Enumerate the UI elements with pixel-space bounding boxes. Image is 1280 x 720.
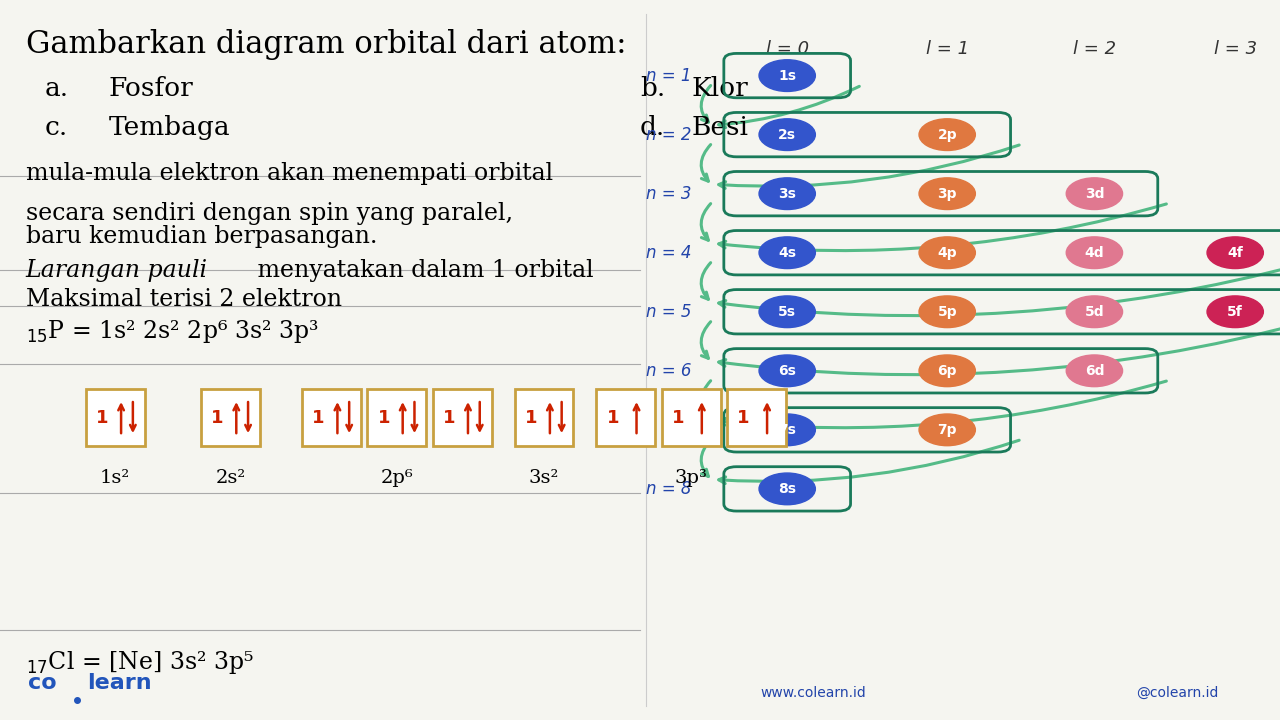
- FancyBboxPatch shape: [86, 389, 145, 446]
- Circle shape: [1207, 237, 1263, 269]
- Circle shape: [919, 355, 975, 387]
- FancyBboxPatch shape: [433, 389, 492, 446]
- Text: 5d: 5d: [1084, 305, 1105, 319]
- Text: 4s: 4s: [778, 246, 796, 260]
- Text: c.: c.: [45, 115, 68, 140]
- Circle shape: [759, 178, 815, 210]
- Text: Gambarkan diagram orbital dari atom:: Gambarkan diagram orbital dari atom:: [26, 29, 626, 60]
- Circle shape: [759, 60, 815, 91]
- Circle shape: [759, 473, 815, 505]
- Text: l = 3: l = 3: [1213, 40, 1257, 58]
- Text: l = 0: l = 0: [765, 40, 809, 58]
- Text: baru kemudian berpasangan.: baru kemudian berpasangan.: [26, 225, 378, 248]
- Circle shape: [1066, 355, 1123, 387]
- Text: n = 1: n = 1: [645, 67, 691, 85]
- Circle shape: [919, 119, 975, 150]
- Text: 1: 1: [607, 409, 620, 426]
- Text: 6p: 6p: [937, 364, 957, 378]
- Text: n = 6: n = 6: [645, 361, 691, 380]
- Text: l = 1: l = 1: [925, 40, 969, 58]
- Text: menyatakan dalam 1 orbital: menyatakan dalam 1 orbital: [250, 259, 593, 282]
- Text: 3p³: 3p³: [675, 469, 708, 487]
- Text: 3s²: 3s²: [529, 469, 559, 487]
- Text: n = 8: n = 8: [645, 480, 691, 498]
- Text: 2s: 2s: [778, 127, 796, 142]
- Text: 3p: 3p: [937, 186, 957, 201]
- Text: 2p: 2p: [937, 127, 957, 142]
- Circle shape: [919, 414, 975, 446]
- Text: 5s: 5s: [778, 305, 796, 319]
- Text: Larangan pauli: Larangan pauli: [26, 259, 207, 282]
- Circle shape: [1066, 296, 1123, 328]
- FancyBboxPatch shape: [727, 389, 786, 446]
- Text: 1: 1: [737, 409, 750, 426]
- Text: 1: 1: [211, 409, 224, 426]
- Text: 1: 1: [96, 409, 109, 426]
- Circle shape: [1066, 178, 1123, 210]
- Text: l = 2: l = 2: [1073, 40, 1116, 58]
- Text: 4f: 4f: [1228, 246, 1243, 260]
- Text: n = 7: n = 7: [645, 420, 691, 438]
- Circle shape: [759, 414, 815, 446]
- Text: 1s: 1s: [778, 68, 796, 83]
- Text: 7s: 7s: [778, 423, 796, 437]
- Text: secara sendiri dengan spin yang paralel,: secara sendiri dengan spin yang paralel,: [26, 202, 513, 225]
- Text: 7p: 7p: [937, 423, 957, 437]
- Text: co: co: [28, 672, 56, 693]
- Text: 2s²: 2s²: [215, 469, 246, 487]
- Text: 5p: 5p: [937, 305, 957, 319]
- Text: 2p⁶: 2p⁶: [380, 469, 413, 487]
- Text: Tembaga: Tembaga: [109, 115, 230, 140]
- Text: 8s: 8s: [778, 482, 796, 496]
- Text: @colearn.id: @colearn.id: [1137, 686, 1219, 700]
- Circle shape: [759, 296, 815, 328]
- Text: 5f: 5f: [1228, 305, 1243, 319]
- Text: 1: 1: [378, 409, 390, 426]
- Text: mula-mula elektron akan menempati orbital: mula-mula elektron akan menempati orbita…: [26, 162, 553, 185]
- Text: Besi: Besi: [691, 115, 749, 140]
- Circle shape: [919, 178, 975, 210]
- Text: 6s: 6s: [778, 364, 796, 378]
- Text: n = 4: n = 4: [645, 243, 691, 261]
- Circle shape: [919, 237, 975, 269]
- Text: learn: learn: [87, 672, 151, 693]
- Text: 1: 1: [525, 409, 538, 426]
- Text: b.: b.: [640, 76, 666, 101]
- Text: n = 3: n = 3: [645, 185, 691, 203]
- Text: 1: 1: [312, 409, 325, 426]
- FancyBboxPatch shape: [662, 389, 721, 446]
- Text: 1: 1: [443, 409, 456, 426]
- Text: 6d: 6d: [1084, 364, 1105, 378]
- Circle shape: [759, 355, 815, 387]
- FancyBboxPatch shape: [596, 389, 655, 446]
- Text: 1: 1: [672, 409, 685, 426]
- FancyBboxPatch shape: [367, 389, 426, 446]
- Text: Klor: Klor: [691, 76, 748, 101]
- Text: 4p: 4p: [937, 246, 957, 260]
- Text: www.colearn.id: www.colearn.id: [760, 686, 865, 700]
- Circle shape: [1066, 237, 1123, 269]
- Circle shape: [759, 119, 815, 150]
- Text: 4d: 4d: [1084, 246, 1105, 260]
- Text: Fosfor: Fosfor: [109, 76, 193, 101]
- Circle shape: [919, 296, 975, 328]
- Text: 3d: 3d: [1084, 186, 1105, 201]
- Text: Maksimal terisi 2 elektron: Maksimal terisi 2 elektron: [26, 288, 342, 311]
- Circle shape: [759, 237, 815, 269]
- Text: d.: d.: [640, 115, 666, 140]
- Text: a.: a.: [45, 76, 69, 101]
- Text: n = 2: n = 2: [645, 125, 691, 143]
- Text: 1s²: 1s²: [100, 469, 131, 487]
- FancyBboxPatch shape: [302, 389, 361, 446]
- Text: $_{15}$P = 1s² 2s² 2p⁶ 3s² 3p³: $_{15}$P = 1s² 2s² 2p⁶ 3s² 3p³: [26, 318, 319, 345]
- Text: $_{17}$Cl = [Ne] 3s² 3p⁵: $_{17}$Cl = [Ne] 3s² 3p⁵: [26, 649, 253, 677]
- Circle shape: [1207, 296, 1263, 328]
- FancyBboxPatch shape: [515, 389, 573, 446]
- Text: n = 5: n = 5: [645, 303, 691, 321]
- Text: 3s: 3s: [778, 186, 796, 201]
- FancyBboxPatch shape: [201, 389, 260, 446]
